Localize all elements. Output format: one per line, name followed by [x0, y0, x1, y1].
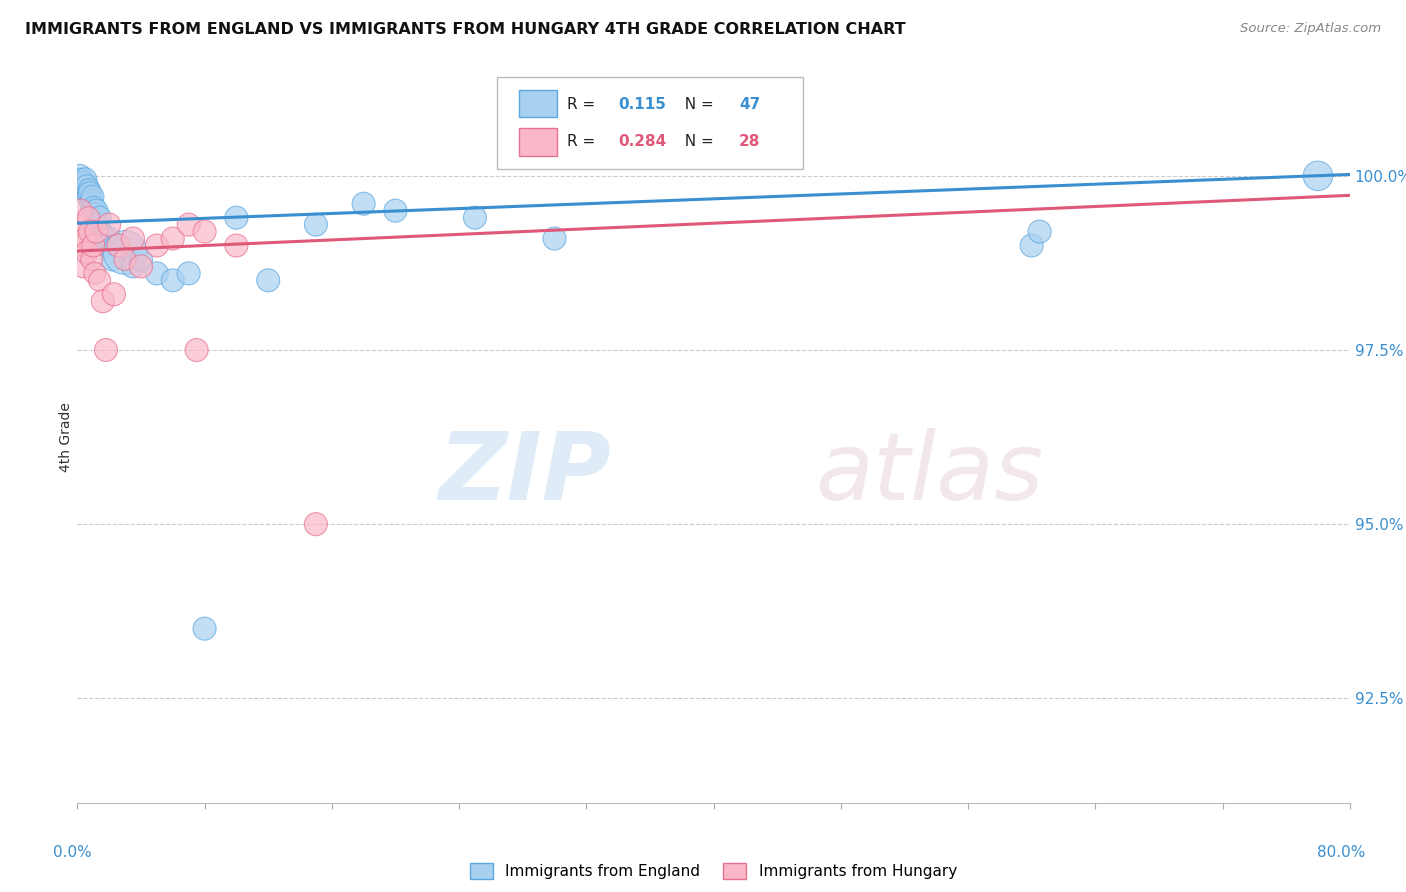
Point: [79, 186, 101, 201]
FancyBboxPatch shape: [498, 78, 803, 169]
Point: [257, 273, 280, 287]
Point: [83, 266, 105, 280]
Point: [80, 196, 103, 211]
Point: [73, 176, 96, 190]
Point: [75, 172, 97, 186]
Point: [77, 211, 100, 225]
Point: [69, 203, 91, 218]
Point: [186, 343, 208, 357]
Point: [543, 231, 565, 245]
Point: [70, 238, 93, 252]
Point: [87, 218, 110, 232]
Point: [79, 225, 101, 239]
Text: ZIP: ZIP: [439, 427, 612, 520]
Text: atlas: atlas: [815, 428, 1043, 519]
Point: [89, 273, 111, 287]
Point: [225, 211, 247, 225]
Point: [103, 287, 125, 301]
Point: [67, 218, 90, 232]
Point: [464, 211, 486, 225]
Text: 0.115: 0.115: [619, 96, 666, 112]
Point: [70, 176, 93, 190]
Point: [129, 260, 152, 274]
Text: Source: ZipAtlas.com: Source: ZipAtlas.com: [1240, 22, 1381, 36]
Point: [76, 179, 98, 194]
Point: [122, 260, 145, 274]
Y-axis label: 4th Grade: 4th Grade: [59, 402, 73, 472]
Point: [1021, 238, 1043, 252]
Point: [86, 225, 108, 239]
Point: [162, 231, 184, 245]
Point: [93, 231, 115, 245]
Point: [69, 172, 91, 186]
FancyBboxPatch shape: [519, 89, 557, 118]
Point: [69, 169, 91, 183]
Point: [83, 200, 105, 214]
Point: [177, 218, 200, 232]
Point: [80, 193, 103, 207]
Point: [305, 218, 328, 232]
Point: [86, 203, 108, 218]
Point: [101, 252, 124, 267]
Point: [90, 225, 112, 239]
Point: [76, 245, 98, 260]
Point: [77, 190, 100, 204]
Point: [105, 238, 128, 252]
Point: [83, 207, 105, 221]
Point: [122, 231, 145, 245]
Text: N =: N =: [675, 134, 718, 149]
Text: 80.0%: 80.0%: [1317, 845, 1365, 860]
Text: R =: R =: [567, 134, 600, 149]
Legend: Immigrants from England, Immigrants from Hungary: Immigrants from England, Immigrants from…: [471, 863, 956, 880]
Point: [177, 266, 200, 280]
Point: [75, 183, 97, 197]
Text: 47: 47: [740, 96, 761, 112]
Text: 0.0%: 0.0%: [53, 845, 93, 860]
Point: [305, 517, 328, 532]
Point: [82, 203, 104, 218]
Point: [162, 273, 184, 287]
Point: [353, 196, 375, 211]
Point: [114, 245, 136, 260]
Text: N =: N =: [675, 96, 718, 112]
Point: [107, 238, 129, 252]
Point: [73, 260, 96, 274]
Point: [98, 218, 121, 232]
Point: [82, 238, 104, 252]
Text: 28: 28: [740, 134, 761, 149]
Point: [384, 203, 406, 218]
Point: [91, 294, 114, 309]
Point: [146, 266, 169, 280]
Point: [146, 238, 169, 252]
Point: [75, 231, 97, 245]
Point: [114, 252, 136, 267]
Point: [1306, 169, 1329, 183]
Point: [77, 183, 100, 197]
Point: [94, 343, 117, 357]
Point: [70, 179, 93, 194]
Point: [73, 176, 96, 190]
Point: [98, 231, 121, 245]
Point: [129, 252, 152, 267]
Point: [1028, 225, 1050, 239]
Point: [91, 228, 114, 243]
Point: [225, 238, 247, 252]
Point: [94, 238, 117, 252]
Point: [194, 622, 217, 636]
Text: IMMIGRANTS FROM ENGLAND VS IMMIGRANTS FROM HUNGARY 4TH GRADE CORRELATION CHART: IMMIGRANTS FROM ENGLAND VS IMMIGRANTS FR…: [25, 22, 905, 37]
Point: [80, 252, 103, 267]
Point: [72, 179, 94, 194]
Point: [82, 190, 104, 204]
Text: R =: R =: [567, 96, 600, 112]
Point: [76, 186, 98, 201]
Point: [89, 211, 111, 225]
Text: 0.284: 0.284: [619, 134, 666, 149]
FancyBboxPatch shape: [519, 128, 557, 156]
Point: [194, 225, 217, 239]
